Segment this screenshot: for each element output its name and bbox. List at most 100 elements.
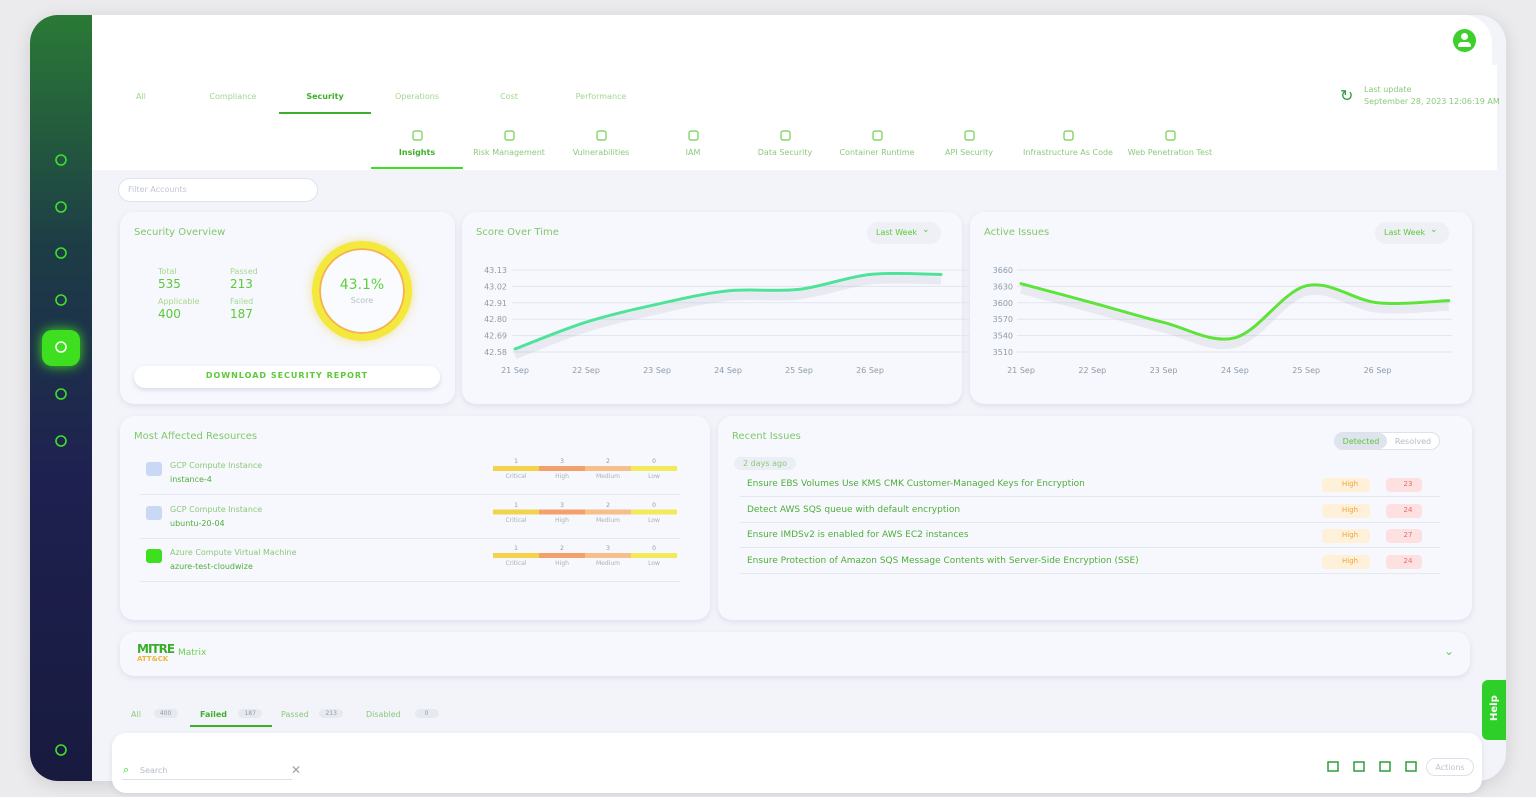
stat-value: 400 bbox=[158, 307, 181, 321]
resource-type: GCP Compute Instance bbox=[170, 504, 263, 514]
subtab[interactable]: Container Runtime bbox=[839, 148, 915, 157]
issue-text[interactable]: Ensure EBS Volumes Use KMS CMK Customer-… bbox=[747, 479, 1085, 489]
subtab[interactable]: Risk Management bbox=[473, 148, 545, 157]
subtab[interactable]: API Security bbox=[944, 148, 994, 157]
actions-button[interactable] bbox=[1426, 758, 1474, 776]
count-label: 23 bbox=[1403, 480, 1413, 488]
search-placeholder[interactable]: Search bbox=[140, 766, 168, 775]
tab[interactable]: Cost bbox=[500, 92, 518, 101]
severity-level: High bbox=[555, 473, 569, 480]
toggle-resolved[interactable]: Resolved bbox=[1394, 437, 1432, 446]
row-divider bbox=[740, 496, 1440, 497]
stat-value: 535 bbox=[158, 277, 181, 291]
stat-label: Total bbox=[158, 267, 177, 276]
severity-badge bbox=[1322, 503, 1370, 518]
subtab-underline bbox=[371, 167, 463, 169]
resources-title: Most Affected Resources bbox=[134, 431, 258, 442]
last-update-label: Last update bbox=[1364, 85, 1412, 94]
filter-accounts[interactable] bbox=[118, 178, 318, 202]
filter-label[interactable]: Disabled bbox=[366, 710, 401, 719]
header bbox=[92, 15, 1492, 65]
subtab[interactable]: Insights bbox=[398, 148, 436, 157]
resource-name: ubuntu-20-04 bbox=[170, 518, 225, 528]
severity-level: Medium bbox=[596, 516, 620, 524]
dropdown-label: Last Week bbox=[1384, 228, 1426, 237]
issues-card bbox=[718, 416, 1472, 620]
severity-count: 0 bbox=[652, 458, 656, 465]
dropdown[interactable] bbox=[867, 222, 941, 244]
severity-level: Critical bbox=[505, 560, 527, 567]
tab[interactable]: All bbox=[136, 92, 146, 101]
score-label: Score bbox=[350, 296, 374, 305]
table-card bbox=[112, 733, 1482, 793]
severity-count: 3 bbox=[560, 501, 564, 509]
subtab[interactable]: Vulnerabilities bbox=[572, 148, 630, 157]
issue-text[interactable]: Ensure IMDSv2 is enabled for AWS EC2 ins… bbox=[747, 530, 969, 540]
dropdown-chevron: ⌄ bbox=[1430, 225, 1438, 235]
subtab[interactable]: Infrastructure As Code bbox=[1023, 148, 1113, 157]
subtab[interactable]: Web Penetration Test bbox=[1127, 148, 1213, 157]
count-badge bbox=[1386, 529, 1422, 543]
subtab[interactable]: IAM bbox=[685, 148, 701, 157]
tab[interactable]: Performance bbox=[575, 92, 627, 101]
severity-count: 2 bbox=[606, 501, 610, 509]
stat-label: Passed bbox=[230, 267, 258, 276]
download-button[interactable] bbox=[134, 366, 440, 388]
resource-name: instance-4 bbox=[170, 475, 212, 484]
resource-type: GCP Compute Instance bbox=[170, 461, 263, 470]
severity-count: 0 bbox=[652, 501, 656, 509]
severity-count: 0 bbox=[652, 545, 656, 552]
mitre-card[interactable] bbox=[120, 632, 1470, 676]
subtab[interactable]: Data Security bbox=[757, 148, 813, 157]
row-divider bbox=[140, 537, 680, 539]
chart-title: Score Over Time bbox=[476, 227, 559, 238]
resource-icon bbox=[146, 505, 162, 520]
actions-label: Actions bbox=[1435, 763, 1465, 772]
filter-label[interactable]: Passed bbox=[281, 710, 309, 719]
mitre-logo-top: MITRE bbox=[137, 642, 175, 656]
resource-icon bbox=[146, 462, 162, 476]
filter-accounts-placeholder: Filter Accounts bbox=[128, 185, 187, 194]
dropdown[interactable] bbox=[1375, 222, 1449, 244]
severity-label: High bbox=[1341, 531, 1359, 539]
avatar-body bbox=[1458, 42, 1471, 47]
mitre-label: Matrix bbox=[178, 648, 207, 658]
filter-count: 400 bbox=[153, 709, 178, 718]
severity-count: 3 bbox=[606, 545, 610, 552]
search-clear[interactable]: ✕ bbox=[291, 763, 302, 777]
severity-badge bbox=[1322, 529, 1370, 543]
mitre-chevron[interactable]: ⌄ bbox=[1444, 644, 1455, 658]
toggle-active[interactable] bbox=[1335, 433, 1387, 449]
tab[interactable]: Operations bbox=[395, 92, 439, 101]
severity-count: 3 bbox=[560, 458, 564, 465]
severity-level: High bbox=[555, 560, 569, 567]
severity-level: Medium bbox=[596, 473, 620, 480]
row-divider bbox=[740, 521, 1440, 523]
download-label: DOWNLOAD SECURITY REPORT bbox=[205, 371, 369, 380]
row-divider bbox=[140, 494, 680, 495]
dropdown-chevron: ⌄ bbox=[922, 225, 930, 235]
issue-text[interactable]: Ensure Protection of Amazon SQS Message … bbox=[747, 555, 1139, 566]
issue-text[interactable]: Detect AWS SQS queue with default encryp… bbox=[747, 504, 961, 515]
filter-label[interactable]: All bbox=[131, 710, 141, 719]
refresh-icon[interactable]: ↻ bbox=[1340, 86, 1354, 105]
group-pill bbox=[734, 457, 796, 470]
toggle-detected[interactable]: Detected bbox=[1342, 437, 1380, 446]
group-label: 2 days ago bbox=[743, 459, 787, 468]
search-icon: ⌕ bbox=[123, 763, 130, 776]
resource-icon bbox=[146, 549, 162, 563]
severity-label: High bbox=[1341, 556, 1359, 565]
help-tab[interactable] bbox=[1482, 680, 1506, 740]
severity-count: 1 bbox=[514, 545, 518, 552]
tab[interactable]: Security bbox=[306, 92, 344, 101]
tab[interactable]: Compliance bbox=[209, 92, 257, 101]
filter-count: 213 bbox=[319, 709, 344, 718]
mitre-logo-bottom: ATT&CK bbox=[137, 655, 169, 663]
sidebar-active[interactable] bbox=[42, 330, 80, 366]
filter-count: 187 bbox=[238, 709, 263, 718]
count-label: 24 bbox=[1403, 556, 1413, 565]
severity-count: 2 bbox=[606, 458, 610, 465]
count-label: 27 bbox=[1403, 531, 1413, 539]
filter-label[interactable]: Failed bbox=[200, 710, 228, 719]
